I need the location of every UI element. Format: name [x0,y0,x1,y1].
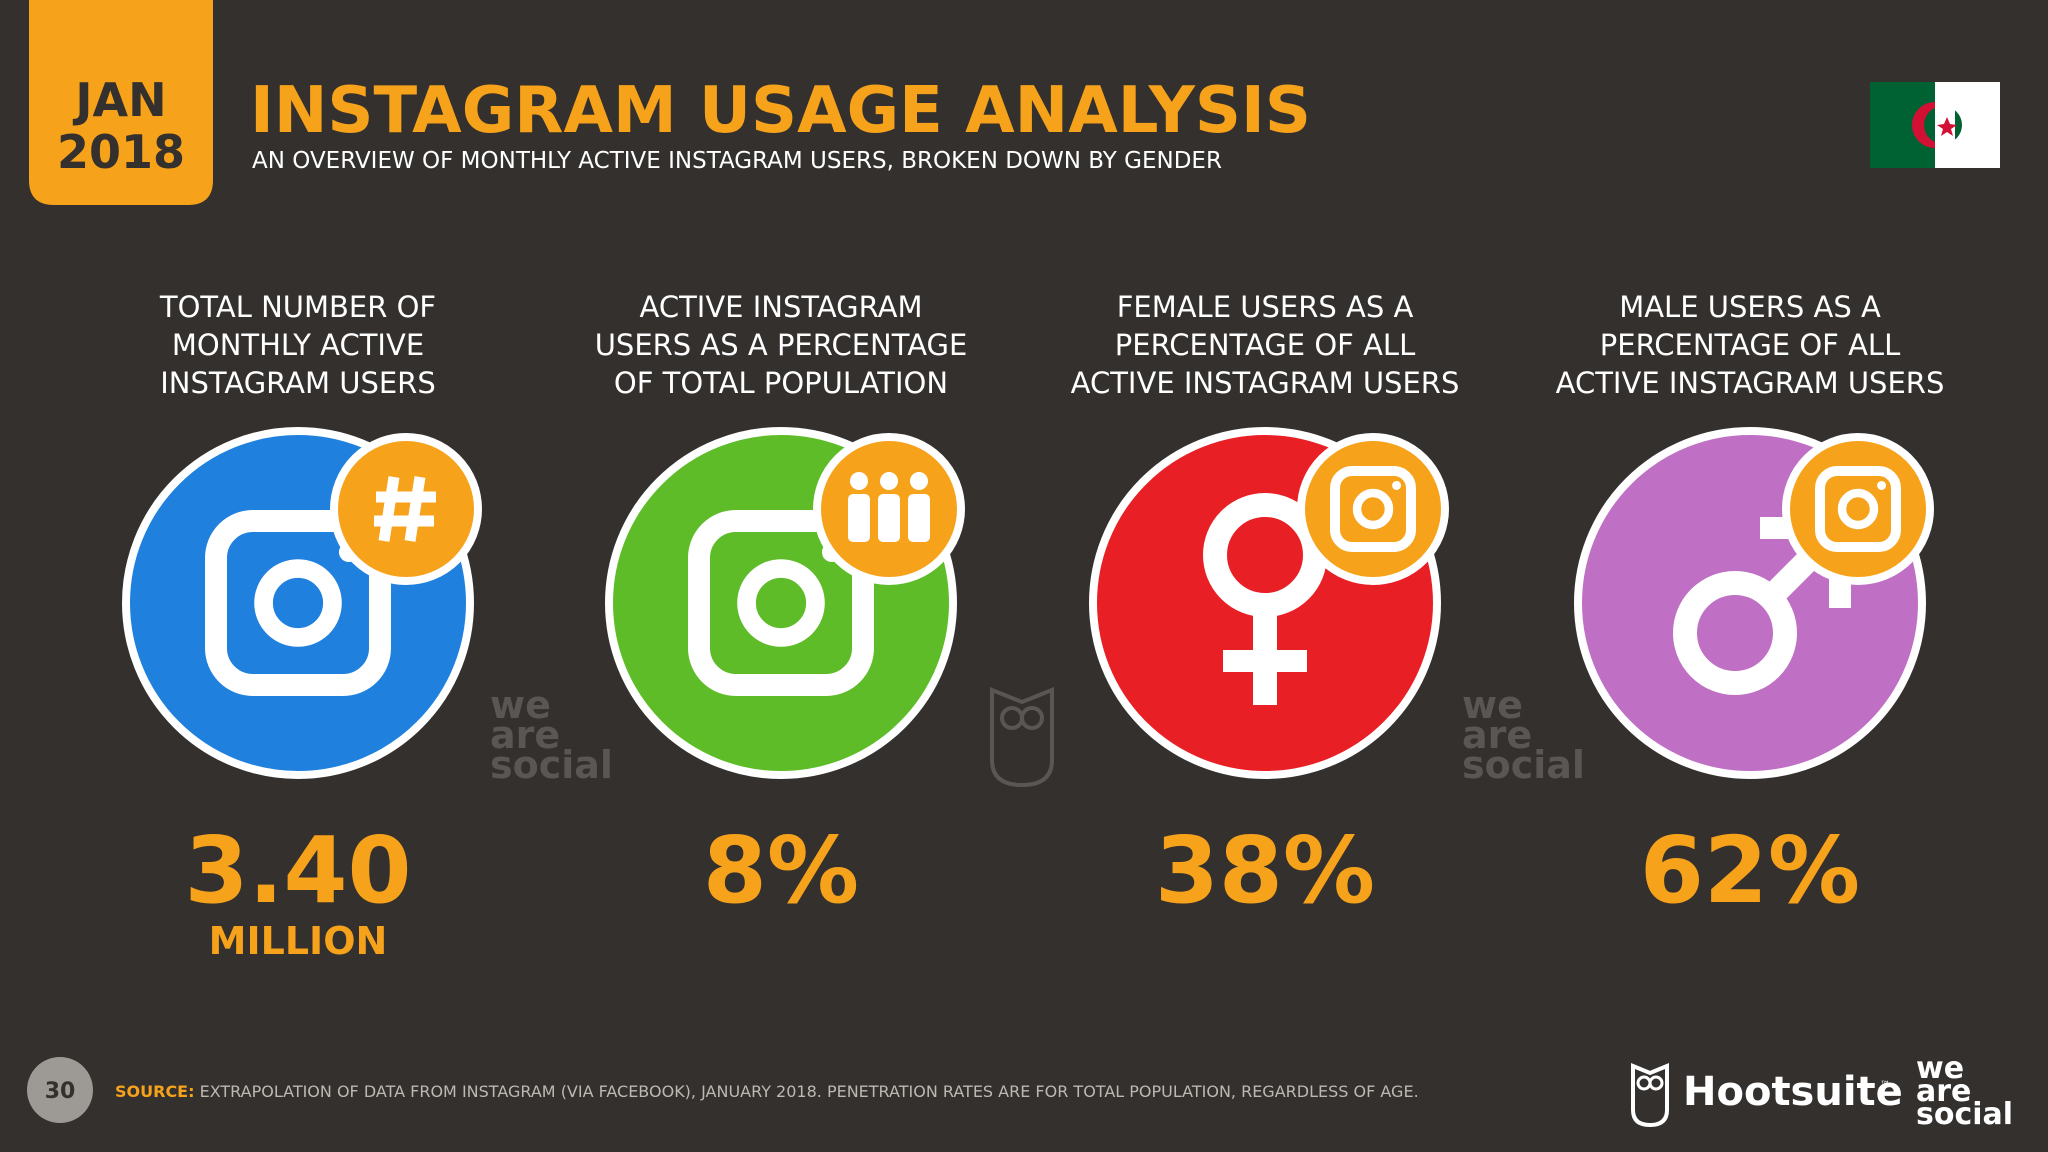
person-head [880,472,898,490]
icon-lens [1837,488,1879,530]
stat-label: PERCENTAGE OF ALL [1115,328,1415,362]
hash-stroke [404,476,426,542]
male-ring [1673,571,1797,695]
stat-value: 8% [703,817,859,924]
stat-label: INSTAGRAM USERS [160,366,436,400]
stat-unit: MILLION [209,919,388,963]
stat-label: FEMALE USERS AS A [1117,290,1414,324]
stat-column: TOTAL NUMBER OF MONTHLY ACTIVE INSTAGRAM U… [122,290,482,963]
icon-badge [1297,433,1449,585]
title: INSTAGRAM USAGE ANALYSIS [250,74,1311,148]
stat-value: 62% [1640,817,1860,924]
stat-label: USERS AS A PERCENTAGE [595,328,968,362]
stat-column: FEMALE USERS AS A PERCENTAGE OF ALL ACTIVE… [1071,290,1460,924]
hootsuite-logo: Hootsuite ™ [1631,1063,1903,1128]
partner-text: are [1916,1074,1971,1109]
watermark-text: are [490,713,560,757]
icon-dot [1392,480,1402,490]
page-number: 30 [45,1079,76,1104]
partner-text: social [1916,1097,2013,1132]
brand-mark: ™ [1880,1080,1890,1091]
flag [1870,82,2000,168]
icon-frame [1330,466,1416,552]
partner-logo: we are social [1916,1051,2013,1132]
date-badge [29,0,213,205]
stat-label: ACTIVE INSTAGRAM [640,290,923,324]
badge-month: JAN [72,73,166,127]
icon-frame [1815,466,1901,552]
watermark: we are social we are social [490,683,1585,788]
hash-stroke [378,476,400,542]
stat-value: 38% [1155,817,1375,924]
stat-column: ACTIVE INSTAGRAM USERS AS A PERCENTAGE OF … [595,290,968,924]
icon-lens [254,559,342,647]
page-badge [27,1057,93,1123]
source-text: EXTRAPOLATION OF DATA FROM INSTAGRAM (VI… [200,1082,1419,1101]
stat-label: MONTHLY ACTIVE [172,328,424,362]
stat-label: TOTAL NUMBER OF [159,290,436,324]
subtitle: AN OVERVIEW OF MONTHLY ACTIVE INSTAGRAM … [252,148,1222,174]
icon-badge [330,433,482,585]
stat-column: MALE USERS AS A PERCENTAGE OF ALL ACTIVE I… [1556,290,1945,924]
person-body [878,494,900,542]
icon-dot [1877,480,1887,490]
person-body [908,494,930,542]
watermark-text: social [1462,743,1585,787]
stat-label: MALE USERS AS A [1619,290,1881,324]
person-body [848,494,870,542]
source-label: SOURCE: [115,1082,195,1101]
stat-label: ACTIVE INSTAGRAM USERS [1071,366,1460,400]
stat-value: 3.40 [185,817,412,924]
person-head [850,472,868,490]
person-head [910,472,928,490]
badge-year: 2018 [57,125,185,179]
stat-label: PERCENTAGE OF ALL [1600,328,1900,362]
icon-badge [1782,433,1934,585]
partner-text: we [1916,1051,1964,1086]
stat-label: OF TOTAL POPULATION [614,366,948,400]
watermark-text: we [1462,683,1523,727]
brand: Hootsuite [1683,1069,1903,1115]
stat-label: ACTIVE INSTAGRAM USERS [1556,366,1945,400]
source: SOURCE: EXTRAPOLATION OF DATA FROM INSTA… [115,1082,1419,1101]
icon-frame [205,510,391,696]
icon-frame [688,510,874,696]
icon-lens [737,559,825,647]
icon-lens [1352,488,1394,530]
watermark-text: we [490,683,551,727]
watermark-text: social [490,743,613,787]
watermark-text: are [1462,713,1532,757]
